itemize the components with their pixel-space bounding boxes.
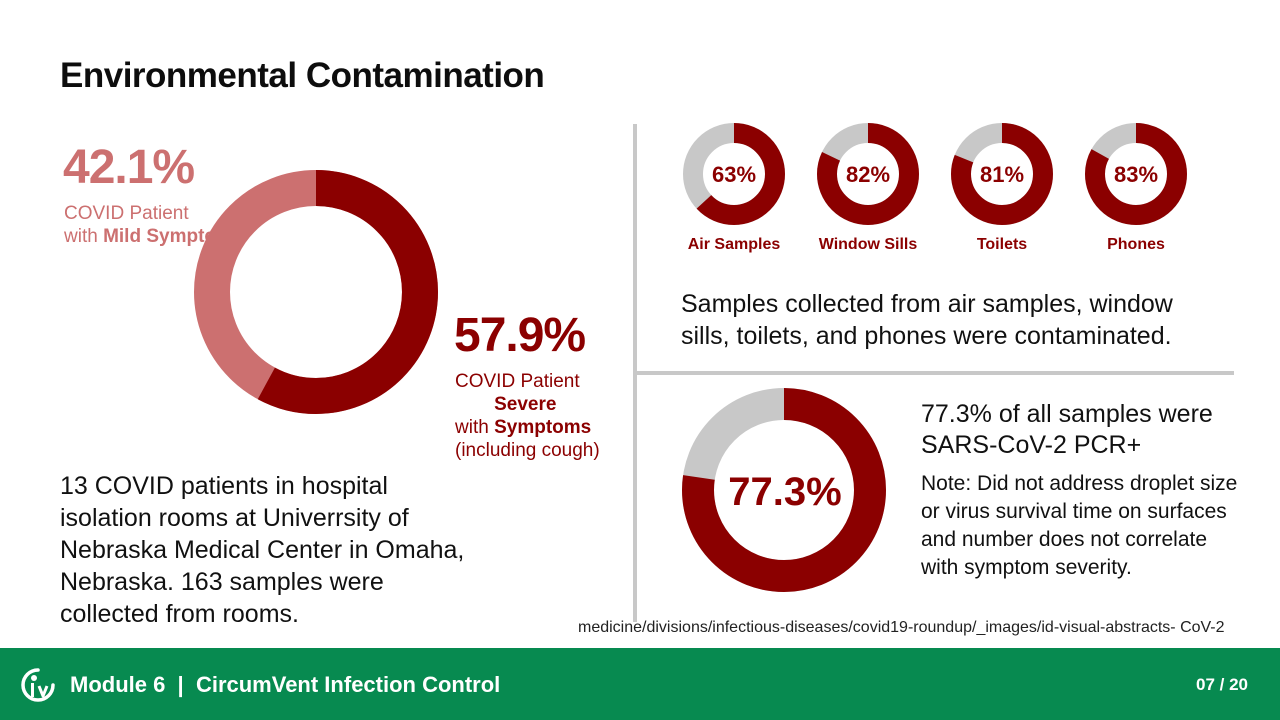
total-positive-donut: 77.3% [682, 388, 886, 592]
sample-site-label: Phones [1107, 236, 1165, 253]
total-headline: 77.3% of all samples were SARS-CoV-2 PCR… [921, 400, 1213, 459]
page-number: 07 / 20 [1196, 675, 1248, 694]
samples-description: Samples collected from air samples, wind… [681, 290, 1173, 350]
footer-module-title: Module 6 | CircumVent Infection Control [70, 672, 501, 697]
horizontal-divider [637, 371, 1234, 375]
sample-site-item: 81% Toilets [937, 122, 1067, 254]
footer-bar [0, 648, 1280, 720]
sample-site-percentage: 81% [980, 162, 1024, 187]
sample-site-label: Toilets [976, 236, 1028, 253]
sample-site-item: 63% Air Samples [669, 122, 799, 254]
sample-site-value-arc [817, 123, 919, 225]
severe-slice [194, 170, 438, 414]
sample-site-percentage: 83% [1114, 162, 1158, 187]
severe-label-suffix: (including cough) [455, 440, 600, 461]
page-title: Environmental Contamination [60, 56, 545, 95]
sample-site-donut: 83% [1085, 123, 1187, 225]
sample-site-label: Air Samples [687, 236, 781, 253]
patients-description: 13 COVID patients in hospital isolation … [60, 472, 465, 628]
source-citation: medicine/divisions/infectious-diseases/c… [578, 619, 1225, 636]
sample-site-item: 83% Phones [1071, 122, 1201, 254]
mild-label-line1: COVID Patient [64, 203, 189, 224]
sample-site-percentage: 82% [846, 162, 890, 187]
sample-site-value-arc [1085, 123, 1187, 225]
severe-percentage: 57.9% [454, 309, 586, 362]
severity-donut-chart [194, 170, 438, 414]
severe-label-line1: COVID Patient [455, 371, 580, 392]
sample-site-label: Window Sills [818, 236, 918, 253]
vertical-divider [633, 124, 637, 622]
circumvent-logo-icon [21, 668, 55, 702]
severe-label-bold: Severe Symptoms [494, 394, 592, 438]
total-note: Note: Did not address droplet size or vi… [921, 472, 1238, 579]
severe-label: COVID Patient with Severe Symptoms (incl… [455, 370, 604, 462]
total-positive-slice [682, 388, 886, 592]
severe-label-prefix: with [455, 417, 495, 438]
sample-site-item: 82% Window Sills [803, 122, 933, 254]
mild-percentage: 42.1% [63, 141, 195, 194]
sample-site-percentage: 63% [712, 162, 756, 187]
total-percentage: 77.3% [728, 470, 841, 514]
sample-site-donut: 82% [817, 123, 919, 225]
mild-label-prefix: with [64, 226, 104, 247]
sample-site-donut: 63% [683, 123, 785, 225]
sample-site-value-arc [683, 123, 785, 225]
sample-site-value-arc [951, 123, 1053, 225]
sample-site-donut: 81% [951, 123, 1053, 225]
